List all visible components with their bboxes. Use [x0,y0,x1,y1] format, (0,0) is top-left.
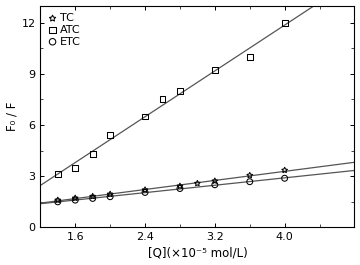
ATC [72,166,78,170]
ETC [72,198,78,202]
ETC [282,176,288,180]
ATC [90,152,95,156]
TC [247,173,253,178]
ETC [90,196,95,201]
TC [107,192,113,196]
ATC [177,89,183,93]
ATC [107,133,113,137]
TC [177,184,183,188]
ATC [55,171,60,176]
ATC [142,114,148,119]
TC [142,188,148,192]
ATC [247,55,253,59]
ATC [282,20,288,25]
ATC [212,68,218,73]
ETC [212,183,218,187]
TC [212,179,218,183]
ETC [177,186,183,191]
TC [282,168,288,172]
ETC [247,180,253,184]
TC [72,196,78,200]
Y-axis label: F₀ / F: F₀ / F [5,102,19,131]
TC [194,181,200,186]
Legend: TC, ATC, ETC: TC, ATC, ETC [46,11,84,49]
TC [90,194,95,198]
X-axis label: [Q](×10⁻⁵ mol/L): [Q](×10⁻⁵ mol/L) [148,246,247,259]
ETC [107,195,113,199]
ETC [55,200,60,204]
ETC [142,190,148,195]
TC [55,198,60,202]
ATC [159,97,165,101]
